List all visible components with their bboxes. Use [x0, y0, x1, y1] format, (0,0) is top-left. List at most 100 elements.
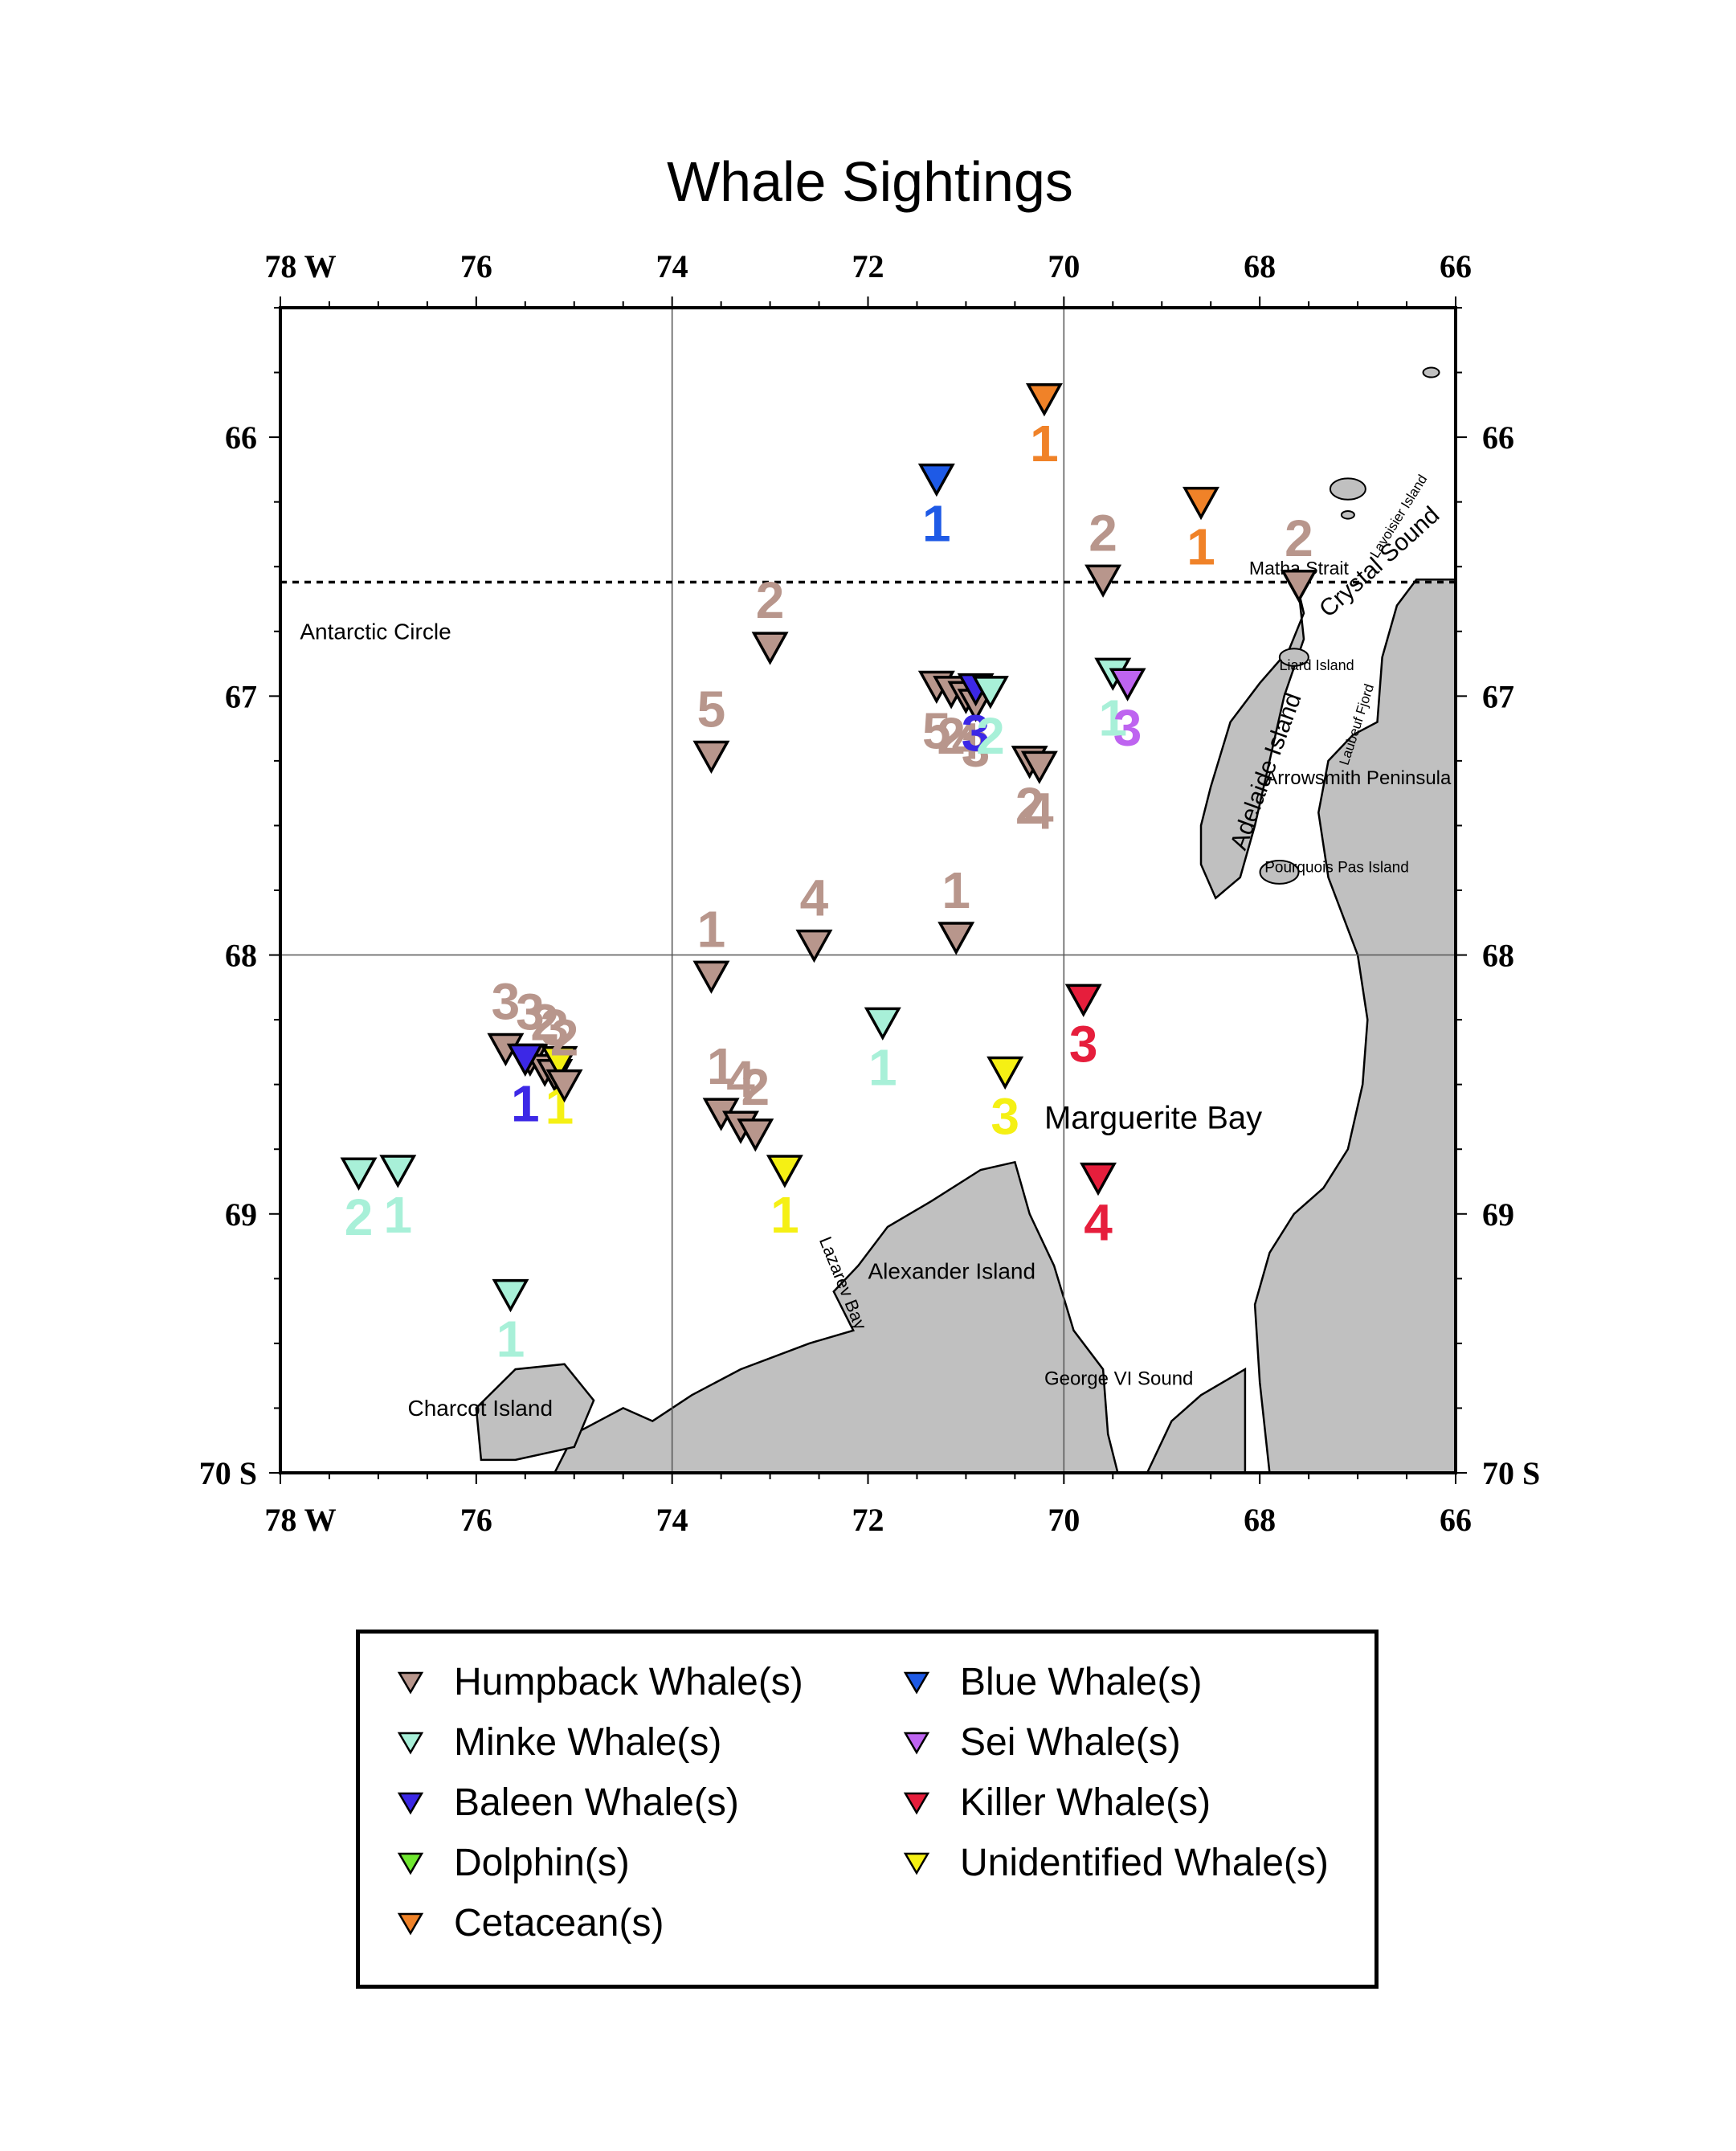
- legend-label: Minke Whale(s): [454, 1720, 722, 1764]
- sighting-count: 2: [741, 1058, 770, 1116]
- sighting-count: 4: [800, 869, 829, 927]
- sighting-count: 4: [726, 1050, 755, 1108]
- killer-marker-icon: [1064, 983, 1102, 1017]
- sighting-humpback: 5: [692, 680, 730, 775]
- top-lon-label: 74: [656, 248, 688, 284]
- legend-item-baleen: Baleen Whale(s): [396, 1778, 739, 1826]
- unidentified-marker-icon: [766, 1155, 803, 1188]
- legend-item-cetacean: Cetacean(s): [396, 1899, 664, 1947]
- sighting-count: 1: [697, 900, 726, 958]
- sighting-count: 1: [922, 495, 951, 553]
- bottom-lon-label: 78 W: [264, 1502, 336, 1538]
- legend-label: Sei Whale(s): [960, 1720, 1181, 1764]
- blue-marker-icon: [903, 1671, 930, 1695]
- pourquois-pas-island-shape: [1259, 860, 1300, 885]
- sighting-sei: 3: [1109, 668, 1146, 757]
- place-label-alexander-island: Alexander Island: [868, 1258, 1036, 1283]
- sighting-minke: 2: [340, 1157, 378, 1246]
- charcot-island-shape: [475, 1363, 595, 1462]
- minke-marker-icon: [492, 1278, 529, 1313]
- george-vi-shore-shape: [1146, 1367, 1247, 1473]
- sighting-count: 4: [1025, 782, 1054, 840]
- sighting-count: 5: [697, 680, 726, 738]
- dolphin-marker-icon: [397, 1852, 424, 1875]
- bottom-lon-label: 74: [656, 1502, 688, 1538]
- legend-label: Blue Whale(s): [960, 1660, 1203, 1703]
- graticule: [280, 308, 1456, 1473]
- sighting-count: 3: [492, 973, 521, 1031]
- sighting-count: 2: [976, 707, 1005, 765]
- sighting-count: 1: [942, 861, 970, 919]
- unidentified-marker-icon: [903, 1852, 930, 1875]
- bottom-lon-label: 68: [1244, 1502, 1276, 1538]
- sighting-minke: 1: [492, 1278, 529, 1368]
- sighting-count: 1: [1098, 689, 1127, 746]
- sighting-count: 1: [384, 1186, 413, 1244]
- sighting-count: 3: [1069, 1015, 1098, 1073]
- legend-label: Humpback Whale(s): [454, 1660, 803, 1703]
- left-lat-label: 69: [225, 1196, 257, 1233]
- sighting-count: 2: [756, 571, 785, 629]
- sighting-count: 3: [516, 983, 545, 1041]
- place-label-pourquois-pas-island: Pourquois Pas Island: [1264, 859, 1409, 876]
- legend-item-minke: Minke Whale(s): [396, 1718, 721, 1766]
- sighting-humpback: 2: [1084, 504, 1122, 598]
- axis-labels: 78 W 76 74 72 70 68 66 78 W 76 74 72 70 68 66 66 67 68 69…: [199, 248, 1541, 1538]
- sighting-killer: 3: [1064, 983, 1102, 1073]
- place-label-liard-island: Liard Island: [1280, 657, 1354, 673]
- map-title: Whale Sightings: [667, 150, 1073, 213]
- cetacean-marker-icon: [397, 1912, 424, 1936]
- liard-island-shape: [1278, 648, 1309, 667]
- minke-marker-icon: [397, 1732, 424, 1755]
- place-label-marguerite-bay: Marguerite Bay: [1044, 1100, 1262, 1135]
- humpback-marker-icon: [1280, 570, 1317, 603]
- sighting-count: 1: [1030, 415, 1059, 472]
- humpback-marker-icon: [692, 740, 730, 775]
- sighting-count: 1: [496, 1311, 525, 1368]
- left-lat-label: 67: [225, 678, 257, 714]
- cetacean-marker-icon: [1025, 383, 1063, 417]
- left-lat-label: 70 S: [199, 1455, 257, 1491]
- killer-marker-icon: [1080, 1162, 1117, 1196]
- sighting-humpback: 3: [957, 689, 995, 778]
- sighting-count: 1: [770, 1186, 799, 1244]
- legend-label: Baleen Whale(s): [454, 1781, 739, 1824]
- humpback-marker-icon: [937, 922, 975, 955]
- peninsula-mainland-shape: [1253, 579, 1456, 1473]
- top-lon-label: 70: [1048, 248, 1080, 284]
- sighting-humpback: 3: [487, 973, 525, 1067]
- sighting-minke: 1: [379, 1155, 417, 1244]
- sighting-unidentified: 1: [766, 1155, 803, 1244]
- legend-item-unidentified: Unidentified Whale(s): [902, 1838, 1329, 1887]
- land-masses: [475, 366, 1456, 1473]
- place-label-antarctic-circle: Antarctic Circle: [300, 619, 451, 644]
- sighting-count: 2: [1285, 509, 1313, 567]
- sighting-killer: 4: [1080, 1162, 1117, 1252]
- legend-label: Killer Whale(s): [960, 1781, 1211, 1824]
- sighting-humpback: 1: [692, 900, 730, 994]
- sighting-count: 1: [511, 1074, 540, 1132]
- sighting-count: 2: [550, 1009, 579, 1067]
- legend: Humpback Whale(s) Minke Whale(s) Baleen Wh…: [356, 1630, 1379, 1989]
- legend-label: Dolphin(s): [454, 1841, 630, 1884]
- sighting-minke: 1: [864, 1007, 901, 1096]
- sighting-count: 3: [991, 1088, 1019, 1146]
- sighting-count: 1: [868, 1038, 897, 1096]
- sighting-baleen: 1: [506, 1043, 544, 1132]
- lavoisier-island-shape: [1329, 477, 1366, 501]
- sei-marker-icon: [903, 1732, 930, 1755]
- left-lat-label: 68: [225, 938, 257, 974]
- top-lon-label: 66: [1440, 248, 1472, 284]
- islet: [1422, 366, 1440, 378]
- humpback-marker-icon: [751, 632, 789, 665]
- bottom-lon-label: 76: [460, 1502, 492, 1538]
- sighting-humpback: 1: [937, 861, 975, 955]
- axis-ticks: [269, 296, 1467, 1484]
- minke-marker-icon: [379, 1155, 417, 1188]
- sighting-count: 1: [707, 1037, 736, 1095]
- legend-label: Unidentified Whale(s): [960, 1841, 1329, 1884]
- bottom-lon-label: 66: [1440, 1502, 1472, 1538]
- sighting-minke: 2: [971, 676, 1009, 765]
